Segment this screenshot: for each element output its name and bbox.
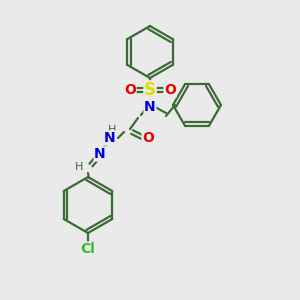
Text: Cl: Cl [81,242,95,256]
Text: H: H [75,162,83,172]
Text: O: O [164,83,176,97]
Text: H: H [108,125,116,135]
Text: N: N [94,147,106,161]
Text: N: N [104,131,116,145]
Text: N: N [144,100,156,114]
Text: S: S [144,81,156,99]
Text: O: O [124,83,136,97]
Text: O: O [142,131,154,145]
